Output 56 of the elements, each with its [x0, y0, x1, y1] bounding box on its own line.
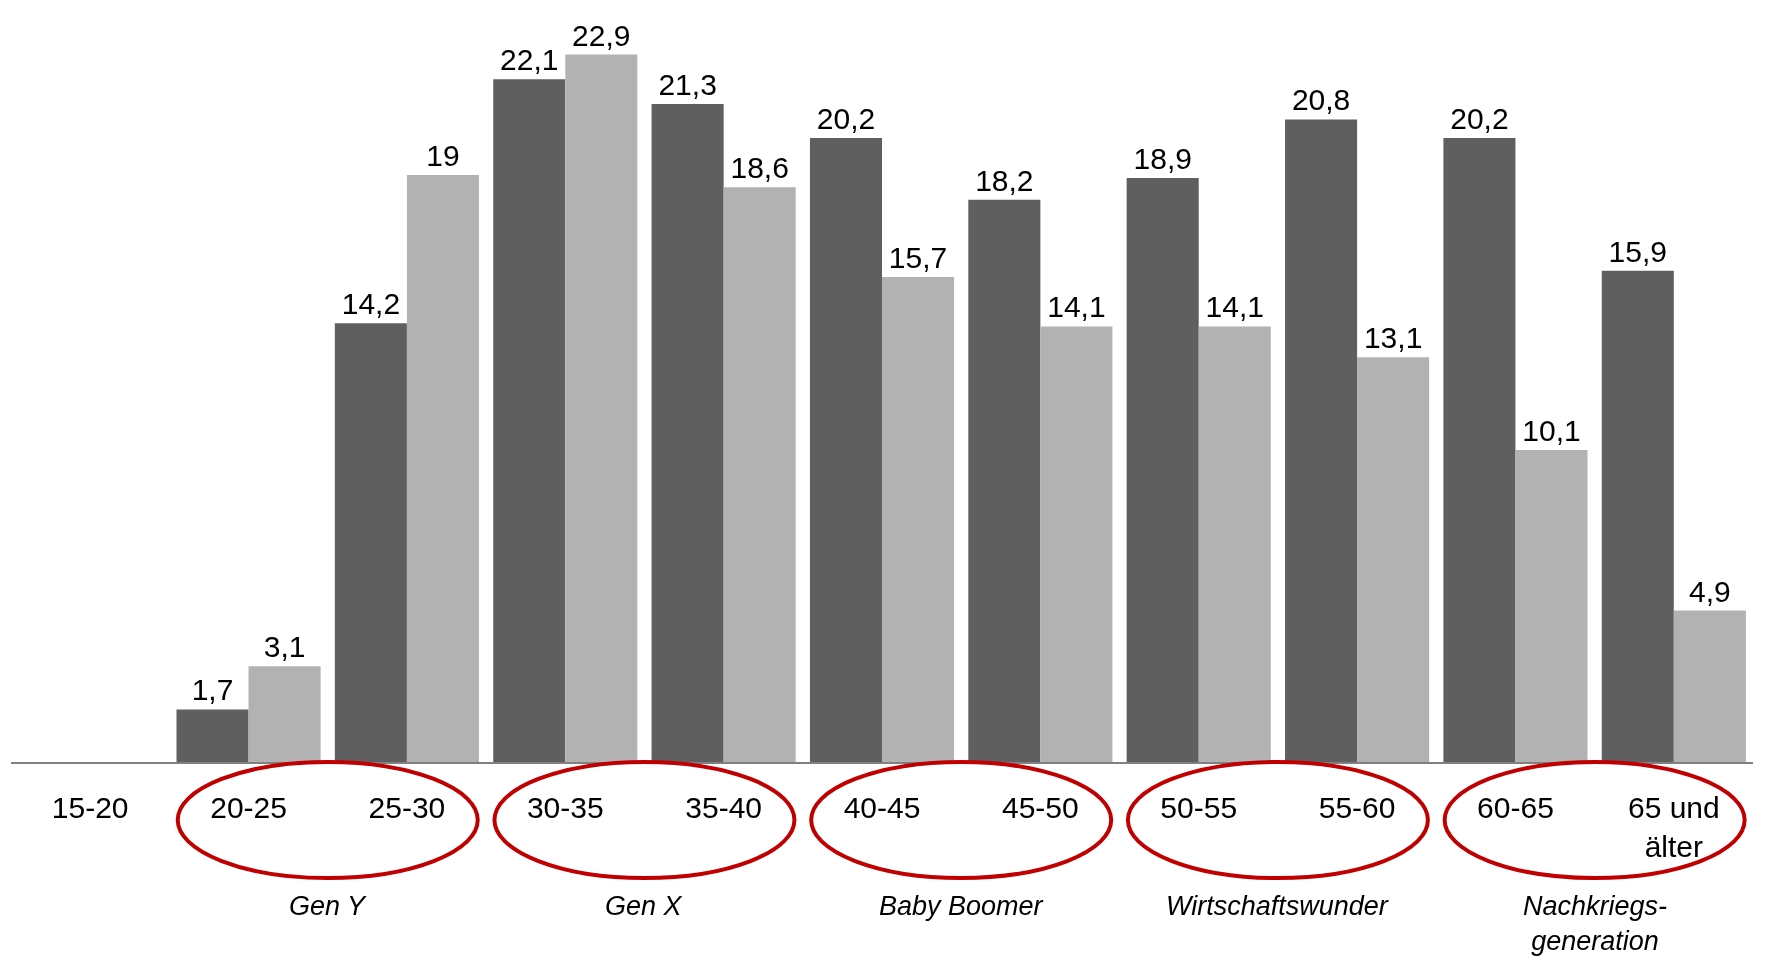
data-label: 14,2: [341, 287, 401, 321]
text: Gen X: [605, 891, 683, 921]
x-tick-label: 35-40: [685, 791, 763, 824]
bar: [651, 103, 724, 762]
text: Gen Y: [289, 891, 368, 921]
x-tick-label: 15-20: [51, 791, 129, 824]
x-tick-label: 30-35: [526, 791, 604, 824]
data-label: 18,9: [1133, 142, 1192, 176]
data-label: 20,8: [1291, 83, 1351, 117]
data-label: 4,9: [1688, 574, 1731, 608]
bar: [1040, 326, 1113, 762]
x-tick-label: 25-30: [368, 791, 446, 824]
data-label: 22,9: [572, 18, 631, 52]
bar: [248, 666, 321, 762]
bar: [1443, 137, 1516, 762]
x-tick-label: 60-65: [1477, 791, 1554, 824]
bar: [1515, 449, 1588, 762]
bar: [176, 709, 249, 762]
data-label: 13,1: [1363, 321, 1423, 355]
data-label: 20,2: [1450, 101, 1509, 135]
bar: [334, 323, 407, 762]
bar: [809, 137, 882, 762]
data-label: 14,1: [1205, 290, 1264, 324]
x-tick-label: 65 und älter: [1627, 791, 1720, 863]
text: Wirtschaftswunder: [1166, 891, 1389, 921]
x-tick-label: 55-60: [1318, 791, 1396, 824]
x-tick-label: 40-45: [843, 791, 921, 824]
bar: [1601, 270, 1674, 762]
x-tick-label: 20-25: [210, 791, 287, 824]
data-label: 14,1: [1047, 290, 1106, 324]
text: Baby Boomer: [879, 891, 1044, 921]
x-tick-label: 45-50: [1001, 791, 1079, 824]
data-label: 1,7: [191, 673, 234, 707]
bar: [1198, 326, 1271, 762]
data-label: 19: [426, 139, 460, 173]
bar: [968, 199, 1041, 762]
data-label: 10,1: [1522, 413, 1581, 447]
data-label: 22,1: [500, 43, 559, 77]
bar: [1285, 119, 1358, 762]
bar: [1357, 357, 1430, 762]
bar: [1673, 610, 1746, 762]
data-label: 15,9: [1608, 234, 1667, 268]
x-tick-label: 50-55: [1160, 791, 1238, 824]
bar: [723, 187, 796, 762]
bar: [493, 79, 566, 762]
data-label: 3,1: [263, 630, 306, 664]
data-label: 18,2: [975, 163, 1034, 197]
bar: [882, 276, 955, 762]
bar: [565, 54, 638, 762]
text: Nachkriegs- generation: [1523, 891, 1668, 957]
bar: [1126, 178, 1199, 762]
bar: [406, 175, 479, 762]
data-label: 21,3: [658, 67, 717, 101]
data-label: 20,2: [816, 101, 876, 135]
data-label: 18,6: [730, 151, 789, 185]
data-label: 15,7: [888, 240, 948, 274]
